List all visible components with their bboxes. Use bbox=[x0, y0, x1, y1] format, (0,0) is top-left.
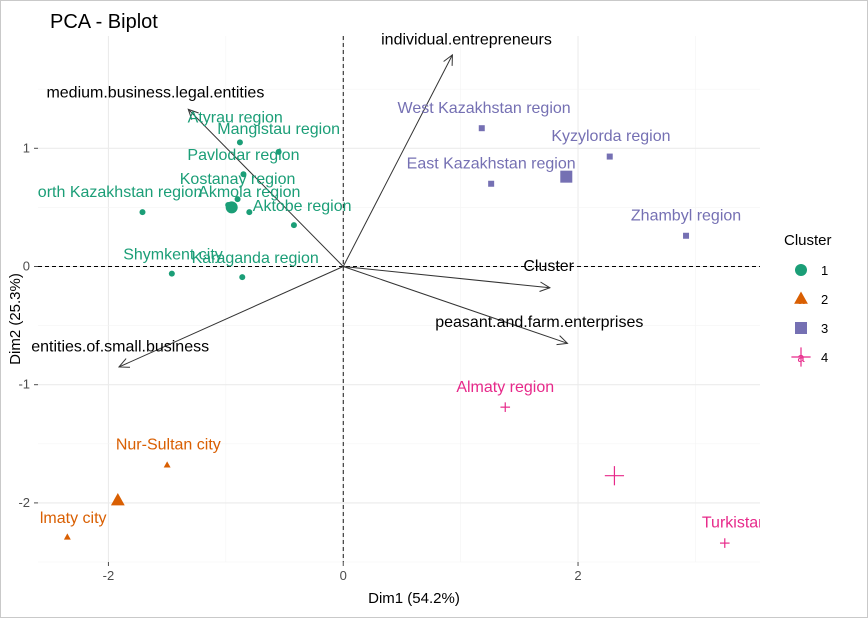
x-axis-title: Dim1 (54.2%) bbox=[368, 590, 460, 607]
arrowhead-peasant-and-farm-enterprises bbox=[556, 335, 569, 346]
centroid-cluster-4 bbox=[604, 466, 625, 486]
point-label-aktobe-region: Aktobe region bbox=[253, 198, 352, 215]
centroid-cluster-2 bbox=[110, 493, 125, 506]
variable-labels: individual.entrepreneurs medium.business.… bbox=[31, 31, 643, 355]
point-label-mangistau-region: Mangistau region bbox=[217, 121, 340, 138]
data-points bbox=[63, 125, 730, 548]
point-almaty-region bbox=[500, 402, 511, 412]
y-tick-label: -1 bbox=[18, 377, 30, 392]
point-label-turkistan-reg: Turkistan reg bbox=[702, 515, 795, 532]
legend-title: Cluster bbox=[784, 232, 832, 249]
arrow-entities-of-small-business bbox=[118, 266, 344, 368]
legend-label-3: 3 bbox=[821, 321, 828, 336]
point-label-east-kazakhstan-region: East Kazakhstan region bbox=[407, 155, 576, 172]
point-label-akmola-region: Akmola region bbox=[198, 184, 300, 201]
variable-label-peasant-and-farm-enterprises: peasant.and.farm.enterprises bbox=[435, 314, 643, 331]
zero-lines bbox=[38, 36, 760, 562]
point-shymkent-city bbox=[168, 270, 175, 277]
legend: Cluster a 1 a 2 a 3 a 4 bbox=[784, 232, 832, 367]
point-label-zhambyl-region: Zhambyl region bbox=[631, 207, 741, 224]
point-north-kazakhstan-region bbox=[139, 209, 146, 216]
point-label-west-kazakhstan-region: West Kazakhstan region bbox=[398, 100, 571, 117]
point-mangistau-region bbox=[275, 148, 282, 155]
point-atyrau-region bbox=[236, 139, 243, 146]
point-zhambyl-region bbox=[683, 232, 690, 239]
legend-key-cluster-1 bbox=[795, 264, 807, 276]
legend-key-glyph: a bbox=[797, 292, 805, 307]
legend-key-glyph: a bbox=[797, 263, 805, 278]
point-label-nur-sultan-city: Nur-Sultan city bbox=[116, 437, 221, 454]
arrowhead-medium-business-legal-entities bbox=[187, 108, 199, 120]
variable-label-cluster: Cluster bbox=[523, 258, 574, 275]
point-label-kyzylorda-region: Kyzylorda region bbox=[551, 128, 670, 145]
legend-key-cluster-2 bbox=[794, 291, 808, 304]
variable-label-entities-of-small-business: entities.of.small.business bbox=[31, 339, 209, 356]
arrow-individual-entrepreneurs bbox=[342, 54, 453, 267]
arrow-medium-business-legal-entities bbox=[187, 108, 344, 267]
legend-label-2: 2 bbox=[821, 292, 828, 307]
point-label-kostanay-region: Kostanay region bbox=[180, 171, 296, 188]
point-kyzylorda-region bbox=[606, 153, 613, 160]
cluster-centroids bbox=[110, 170, 625, 506]
point-pavlodar-region bbox=[240, 171, 247, 178]
point-nur-sultan-city bbox=[163, 461, 171, 468]
chart-title: PCA - Biplot bbox=[50, 11, 158, 33]
y-tick-label: -2 bbox=[18, 495, 30, 510]
legend-key-glyph: a bbox=[797, 350, 805, 365]
point-label-pavlodar-region: Pavlodar region bbox=[187, 147, 299, 164]
point-turkistan-region bbox=[719, 538, 730, 548]
legend-key-cluster-3 bbox=[795, 322, 807, 334]
arrow-peasant-and-farm-enterprises bbox=[343, 266, 568, 344]
variable-label-individual-entrepreneurs: individual.entrepreneurs bbox=[381, 31, 552, 48]
arrowhead-individual-entrepreneurs bbox=[443, 53, 453, 66]
x-tick-label: 2 bbox=[574, 568, 581, 583]
point-label-north-kazakhstan-region: North Kazakhstan region bbox=[26, 184, 202, 201]
point-label-almaty-region: Almaty region bbox=[456, 379, 554, 396]
centroid-cluster-1 bbox=[225, 201, 238, 214]
centroid-cluster-3 bbox=[560, 170, 573, 183]
x-tick-label: 0 bbox=[340, 568, 347, 583]
legend-key-glyph: a bbox=[797, 321, 805, 336]
legend-label-4: 4 bbox=[821, 350, 828, 365]
variable-arrows bbox=[117, 53, 569, 368]
variable-label-medium-business-legal-entities: medium.business.legal.entities bbox=[46, 84, 264, 101]
arrowhead-cluster bbox=[539, 281, 552, 292]
y-axis-title: Dim2 (25.3%) bbox=[7, 273, 24, 365]
legend-key-cluster-4 bbox=[791, 347, 811, 367]
point-label-lmaty-city: lmaty city bbox=[40, 510, 107, 527]
legend-label-1: 1 bbox=[821, 263, 828, 278]
y-tick-label: 0 bbox=[23, 258, 30, 273]
point-karaganda-region bbox=[239, 274, 246, 281]
point-label-atyrau-region: Atyrau region bbox=[188, 109, 283, 126]
point-west-kazakhstan-region bbox=[478, 125, 485, 132]
point-east-kazakhstan-region bbox=[488, 180, 495, 187]
arrow-cluster bbox=[343, 265, 550, 289]
point-east-kaz-green bbox=[290, 222, 297, 229]
y-tick-label: 1 bbox=[23, 140, 30, 155]
arrowhead-entities-of-small-business bbox=[117, 358, 131, 368]
axis-ticks: -2 0 2 -2 -1 0 1 bbox=[18, 140, 581, 583]
x-tick-label: -2 bbox=[103, 568, 115, 583]
point-label-shymkent-city: Shymkent city bbox=[123, 246, 223, 263]
point-label-karaganda-region: Karaganda region bbox=[192, 250, 319, 267]
point-kostanay-region bbox=[234, 196, 241, 203]
point-almaty-city bbox=[63, 533, 71, 540]
point-aktobe-region bbox=[246, 209, 253, 216]
